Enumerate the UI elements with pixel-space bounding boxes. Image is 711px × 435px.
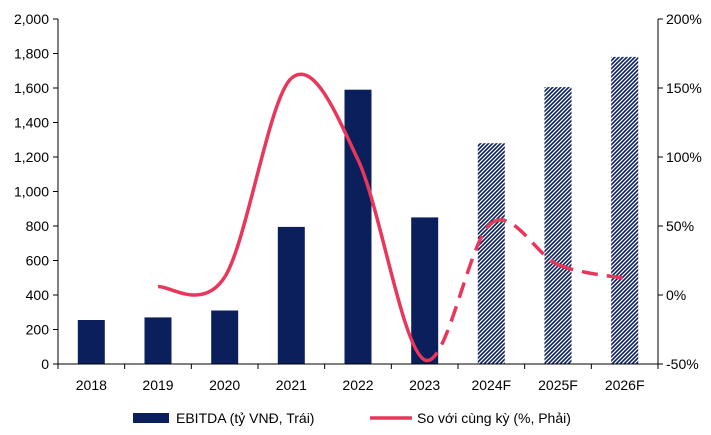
x-axis-tick-label: 2020 — [209, 377, 240, 393]
left-axis-tick-label: 2,000 — [14, 11, 49, 27]
left-axis-tick-label: 400 — [26, 287, 50, 303]
left-axis-tick-label: 1,800 — [14, 46, 49, 62]
legend-label-yoy: So với cùng kỳ (%, Phải) — [417, 410, 571, 426]
right-axis-tick-label: 200% — [666, 11, 702, 27]
right-axis-tick-label: 50% — [666, 218, 694, 234]
bar-2022 — [344, 89, 372, 364]
x-axis-tick-label: 2023 — [409, 377, 440, 393]
x-axis-tick-label: 2024F — [471, 377, 511, 393]
bar-2021 — [277, 226, 305, 364]
bar-2024f — [477, 143, 505, 364]
left-axis-tick-label: 800 — [26, 218, 50, 234]
line-segment-2024f-2025f — [490, 218, 559, 267]
left-axis-tick-label: 1,400 — [14, 115, 49, 131]
line-segment-2021-2022 — [290, 72, 360, 161]
bar-2018 — [77, 320, 105, 364]
line-segment-2019-2020 — [157, 276, 227, 297]
line-segment-2023-2024f — [423, 221, 493, 362]
left-axis-tick-label: 1,200 — [14, 149, 49, 165]
bar-2026f — [611, 56, 639, 365]
x-axis-tick-label: 2026F — [605, 377, 645, 393]
right-axis-tick-label: 150% — [666, 80, 702, 96]
x-axis-tick-label: 2018 — [76, 377, 107, 393]
line-segment-2020-2021 — [223, 76, 293, 279]
legend-swatch-ebitda — [133, 413, 169, 423]
bar-2020 — [211, 310, 239, 364]
x-axis-tick-label: 2021 — [276, 377, 307, 393]
left-axis-tick-label: 1,000 — [14, 184, 49, 200]
left-axis-tick-label: 0 — [41, 356, 49, 372]
bar-2023 — [411, 217, 439, 364]
legend: EBITDA (tỷ VNĐ, Trái) So với cùng kỳ (%, … — [133, 410, 571, 426]
left-axis-tick-label: 600 — [26, 253, 50, 269]
bar-2019 — [144, 317, 172, 364]
right-axis-tick-label: -50% — [666, 356, 699, 372]
axes-layer: 0 200 400 600 800 1,000 1,200 1,400 1,600 1,800 2,… — [14, 11, 702, 393]
x-axis-tick-label: 2022 — [342, 377, 373, 393]
right-axis-tick-label: 0% — [666, 287, 686, 303]
line-segment-2025f-2026f — [557, 262, 626, 281]
x-axis-tick-label: 2025F — [538, 377, 578, 393]
bar-2025f — [544, 87, 572, 364]
left-axis-tick-label: 1,600 — [14, 80, 49, 96]
bars-layer — [77, 56, 639, 365]
line-layer — [157, 72, 626, 362]
legend-label-ebitda: EBITDA (tỷ VNĐ, Trái) — [176, 410, 314, 426]
right-axis-tick-label: 100% — [666, 149, 702, 165]
line-segment-2022-2023 — [356, 159, 426, 362]
x-axis-tick-label: 2019 — [142, 377, 173, 393]
left-axis-tick-label: 200 — [26, 322, 50, 338]
